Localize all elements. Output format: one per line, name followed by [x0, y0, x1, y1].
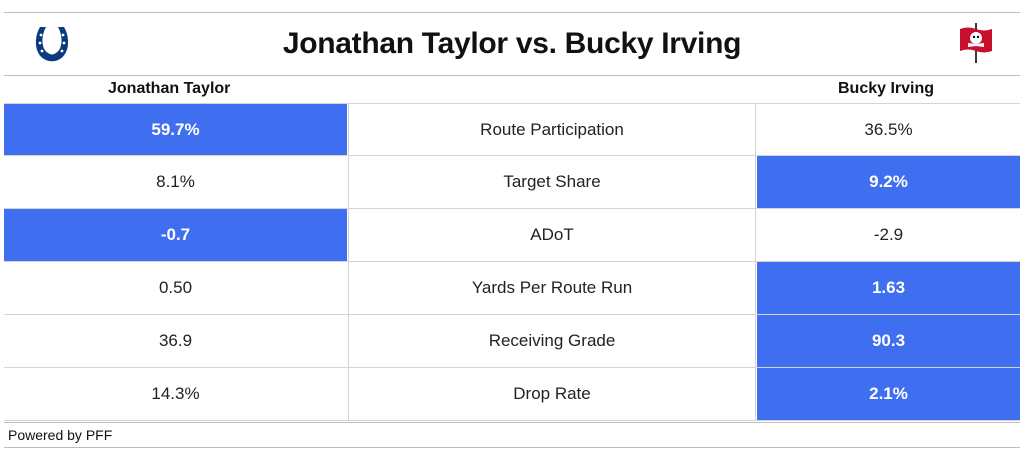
table-row: 36.9 Receiving Grade 90.3	[4, 315, 1020, 368]
right-player-value: 1.63	[757, 262, 1020, 314]
metric-label: Drop Rate	[348, 368, 756, 420]
comparison-table: 59.7% Route Participation 36.5% 8.1% Target …	[4, 103, 1020, 421]
table-row: 59.7% Route Participation 36.5%	[4, 103, 1020, 156]
right-player-value: 90.3	[757, 315, 1020, 367]
footer-credit: Powered by PFF	[8, 427, 113, 443]
metric-label: Yards Per Route Run	[348, 262, 756, 314]
table-row: 0.50 Yards Per Route Run 1.63	[4, 262, 1020, 315]
metric-label: ADoT	[348, 209, 756, 261]
table-row: -0.7 ADoT -2.9	[4, 209, 1020, 262]
left-player-value: 0.50	[158, 278, 193, 297]
right-player-value: 36.5%	[864, 119, 913, 139]
table-row: 14.3% Drop Rate 2.1%	[4, 368, 1020, 421]
left-player-value: 59.7%	[4, 104, 347, 155]
left-player-heading: Jonathan Taylor	[108, 80, 231, 97]
top-rule	[4, 12, 1020, 13]
left-player-value: 14.3%	[151, 384, 200, 403]
right-player-value: 9.2%	[757, 156, 1020, 208]
left-player-value: -0.7	[4, 209, 347, 261]
header: Jonathan Taylor vs. Bucky Irving	[4, 13, 1020, 75]
right-player-heading: Bucky Irving	[838, 80, 935, 97]
left-player-value: 36.9	[158, 331, 193, 350]
colts-horseshoe-icon	[35, 27, 69, 62]
metric-label: Receiving Grade	[348, 315, 756, 367]
footer-rule-top	[4, 422, 1020, 423]
page-title: Jonathan Taylor vs. Bucky Irving	[282, 27, 742, 60]
table-row: 8.1% Target Share 9.2%	[4, 156, 1020, 209]
left-player-value: 8.1%	[156, 172, 195, 191]
footer-rule-bottom	[4, 447, 1020, 448]
header-rule	[4, 75, 1020, 76]
metric-label: Target Share	[348, 156, 756, 208]
metric-label: Route Participation	[348, 104, 756, 155]
right-player-value: 2.1%	[757, 368, 1020, 420]
buccaneers-flag-icon	[960, 23, 992, 63]
right-player-value: -2.9	[873, 225, 904, 244]
